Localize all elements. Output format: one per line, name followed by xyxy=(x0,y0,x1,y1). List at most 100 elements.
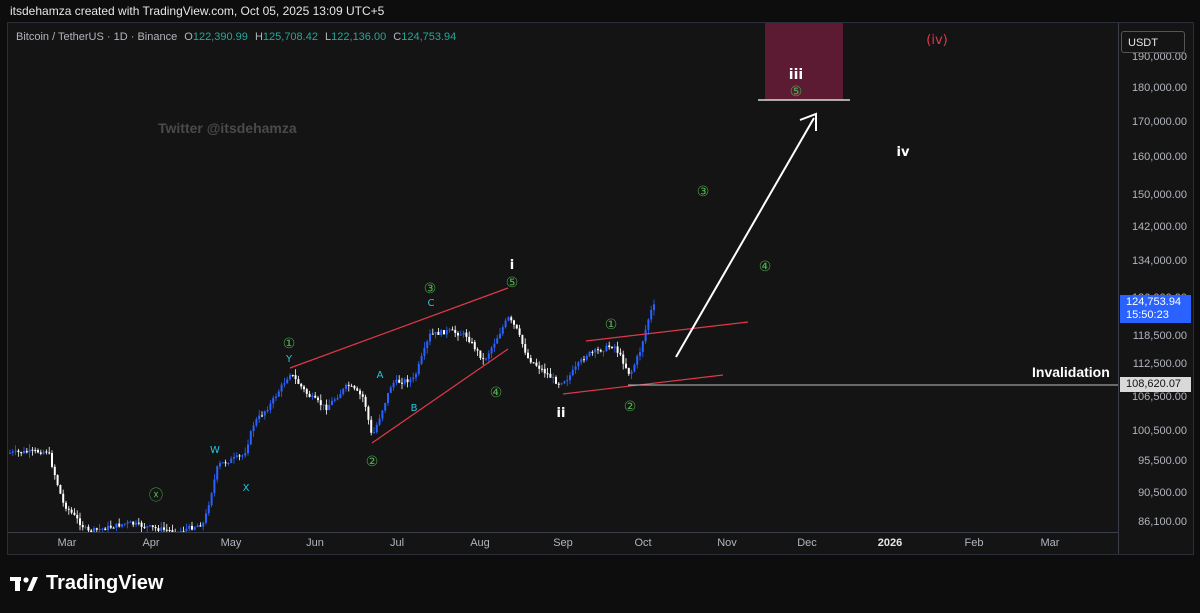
candle-body xyxy=(93,528,95,532)
price-chart[interactable]: i ii iii iv (iv) ① ② ③ ④ ⑤ ① ② ③ ④ ⑤ ⓧ W… xyxy=(8,23,1118,532)
candle-body xyxy=(123,523,126,525)
candle-body xyxy=(535,362,538,366)
candle-body xyxy=(202,522,205,527)
open-value: 122,390.99 xyxy=(192,31,248,43)
candle-body xyxy=(437,331,440,335)
candle-body xyxy=(121,524,123,527)
symbol-name: Bitcoin / TetherUS · 1D · Binance xyxy=(16,31,178,43)
candle-body xyxy=(308,393,311,397)
candle-body xyxy=(538,365,541,369)
wave-label-y: Y xyxy=(285,354,293,365)
candle-body xyxy=(196,525,199,528)
candle-body xyxy=(616,346,619,353)
current-price-tag: 124,753.94 15:50:23 xyxy=(1120,295,1191,323)
candle-body xyxy=(398,379,401,383)
candle-body xyxy=(84,526,87,528)
time-axis[interactable]: Mar Apr May Jun Jul Aug Sep Oct Nov Dec … xyxy=(8,532,1118,554)
price-axis[interactable]: 190,000.00 180,000.00 170,000.00 160,000… xyxy=(1118,23,1193,554)
candle-body xyxy=(126,521,129,524)
close-value: 124,753.94 xyxy=(401,31,457,43)
candle-body xyxy=(98,529,101,531)
currency-button[interactable]: USDT xyxy=(1121,31,1185,53)
candle-body xyxy=(53,466,56,476)
candle-body xyxy=(179,531,182,532)
candle-body xyxy=(143,526,146,528)
candle-body xyxy=(608,345,611,348)
candle-body xyxy=(305,389,308,394)
candle-body xyxy=(641,341,644,353)
candle-body xyxy=(207,505,210,514)
candle-body xyxy=(375,424,378,433)
time-tick: May xyxy=(220,537,242,549)
candle-body xyxy=(373,432,375,434)
candle-body xyxy=(347,384,350,386)
candle-body xyxy=(487,353,490,359)
wave-label-i: i xyxy=(510,258,514,273)
candle-body xyxy=(51,453,53,467)
candle-body xyxy=(23,450,25,454)
candle-body xyxy=(227,463,230,465)
candle-body xyxy=(518,328,521,335)
candle-body xyxy=(294,375,297,380)
candle-body xyxy=(647,319,650,330)
brand[interactable]: TradingView xyxy=(10,572,163,595)
wave-label-iv-paren: (iv) xyxy=(926,33,947,48)
price-tick: 170,000.00 xyxy=(1131,116,1187,128)
candle-body xyxy=(107,525,109,531)
invalidation-price-tag: 108,620.07 xyxy=(1120,377,1191,392)
candle-body xyxy=(132,521,135,525)
candle-body xyxy=(286,379,289,384)
candle-body xyxy=(384,402,387,411)
low-value: 122,136.00 xyxy=(331,31,387,43)
price-tick: 86,100.00 xyxy=(1138,516,1187,528)
candle-body xyxy=(297,379,300,384)
candle-body xyxy=(275,396,277,398)
wave-label-x: X xyxy=(243,483,250,494)
candle-body xyxy=(622,354,625,364)
time-tick: Jun xyxy=(306,537,324,549)
candle-body xyxy=(314,395,317,398)
candle-body xyxy=(65,502,67,509)
candle-body xyxy=(387,392,389,403)
watermark: Twitter @itsdehamza xyxy=(158,120,297,136)
price-tick: 180,000.00 xyxy=(1131,82,1187,94)
candle-body xyxy=(188,525,191,529)
candle-body xyxy=(146,526,149,528)
candle-body xyxy=(319,400,322,406)
candle-body xyxy=(630,371,633,374)
price-tick: 118,500.00 xyxy=(1132,330,1187,342)
candle-body xyxy=(342,388,345,394)
candle-body xyxy=(109,525,112,528)
time-tick: Oct xyxy=(634,537,652,549)
candle-body xyxy=(221,462,224,464)
candle-body xyxy=(277,391,280,397)
candle-body xyxy=(431,333,434,335)
candle-body xyxy=(28,449,31,453)
candle-body xyxy=(482,358,485,360)
price-tick: 112,500.00 xyxy=(1132,358,1187,370)
candle-body xyxy=(583,359,585,361)
candle-body xyxy=(588,351,591,357)
candle-body xyxy=(90,530,93,532)
time-tick: Nov xyxy=(717,537,737,549)
candle-body xyxy=(17,450,20,453)
candle-body xyxy=(336,398,339,400)
candle-body xyxy=(283,383,286,385)
candle-body xyxy=(157,528,160,531)
candle-body xyxy=(104,528,107,531)
candle-body xyxy=(67,508,70,510)
candle-body xyxy=(566,380,569,382)
chart-frame[interactable]: Bitcoin / TetherUS · 1D · Binance O122,3… xyxy=(7,22,1194,555)
candle-body xyxy=(45,451,48,453)
candle-body xyxy=(34,449,37,451)
candle-body xyxy=(112,527,115,529)
candle-body xyxy=(210,493,213,506)
candle-body xyxy=(241,455,244,457)
candle-body xyxy=(70,509,73,513)
candle-body xyxy=(48,452,51,454)
candle-body xyxy=(650,309,653,320)
candle-body xyxy=(521,334,524,345)
candle-body xyxy=(185,528,188,532)
candle-body xyxy=(412,377,415,380)
candle-body xyxy=(244,453,247,456)
